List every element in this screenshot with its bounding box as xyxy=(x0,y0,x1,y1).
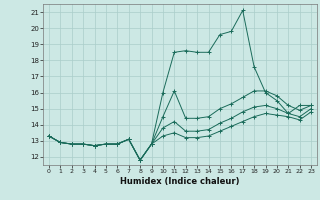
X-axis label: Humidex (Indice chaleur): Humidex (Indice chaleur) xyxy=(120,177,240,186)
